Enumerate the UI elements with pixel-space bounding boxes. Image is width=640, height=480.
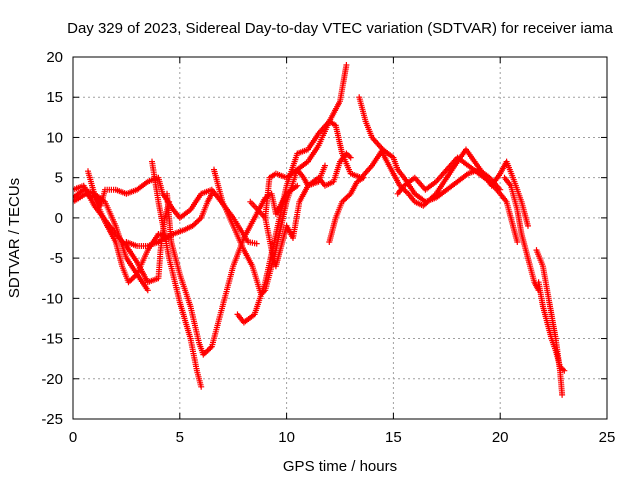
series-markers [501, 174, 542, 294]
series-satellite-track-16 [501, 174, 542, 294]
y-tick-label: -15 [41, 331, 63, 348]
y-tick-label: -10 [41, 290, 63, 307]
series-satellite-track-1 [73, 186, 151, 294]
series-satellite-track-18 [535, 279, 568, 374]
x-tick-label: 5 [176, 429, 184, 446]
series-satellite-track-7 [164, 182, 301, 358]
series-markers [394, 154, 521, 245]
series-satellite-track-12 [326, 174, 367, 245]
series-markers [149, 158, 205, 390]
series-markers [262, 162, 328, 221]
series-markers [535, 279, 568, 374]
series-satellite-track-3 [73, 190, 173, 286]
x-tick-label: 15 [385, 429, 402, 446]
y-tick-label: 15 [46, 89, 63, 106]
y-tick-label: 20 [46, 49, 63, 66]
series-markers [73, 190, 173, 286]
series-markers [85, 168, 260, 247]
y-tick-label: -25 [41, 411, 63, 428]
x-tick-label: 20 [492, 429, 509, 446]
data-series [73, 62, 568, 398]
axis-ticks: 0 5 10 15 20 25 -25 -20 -15 -10 -5 0 5 10 15 20 [41, 49, 615, 446]
series-satellite-track-15 [394, 154, 521, 245]
series-markers [164, 182, 301, 358]
series-markers [234, 118, 386, 326]
series-satellite-track-4 [85, 168, 260, 247]
series-markers [73, 186, 151, 294]
y-tick-label: -20 [41, 371, 63, 388]
x-tick-label: 25 [599, 429, 616, 446]
chart-title: Day 329 of 2023, Sidereal Day-to-day VTE… [67, 20, 613, 37]
series-markers [326, 174, 367, 245]
plot-frame [72, 56, 608, 420]
y-tick-label: 10 [46, 129, 63, 146]
y-tick-label: -5 [50, 250, 63, 267]
y-axis-label: SDTVAR / TECUs [6, 178, 23, 298]
y-tick-label: 5 [55, 170, 63, 187]
x-axis-label: GPS time / hours [283, 458, 397, 475]
series-satellite-track-5 [123, 190, 215, 249]
series-markers [123, 190, 215, 249]
series-satellite-track-11 [262, 162, 328, 221]
series-satellite-track-9 [234, 118, 386, 326]
y-tick-label: 0 [55, 210, 63, 227]
series-satellite-track-6 [149, 158, 205, 390]
x-tick-label: 0 [69, 429, 77, 446]
x-tick-label: 10 [278, 429, 295, 446]
